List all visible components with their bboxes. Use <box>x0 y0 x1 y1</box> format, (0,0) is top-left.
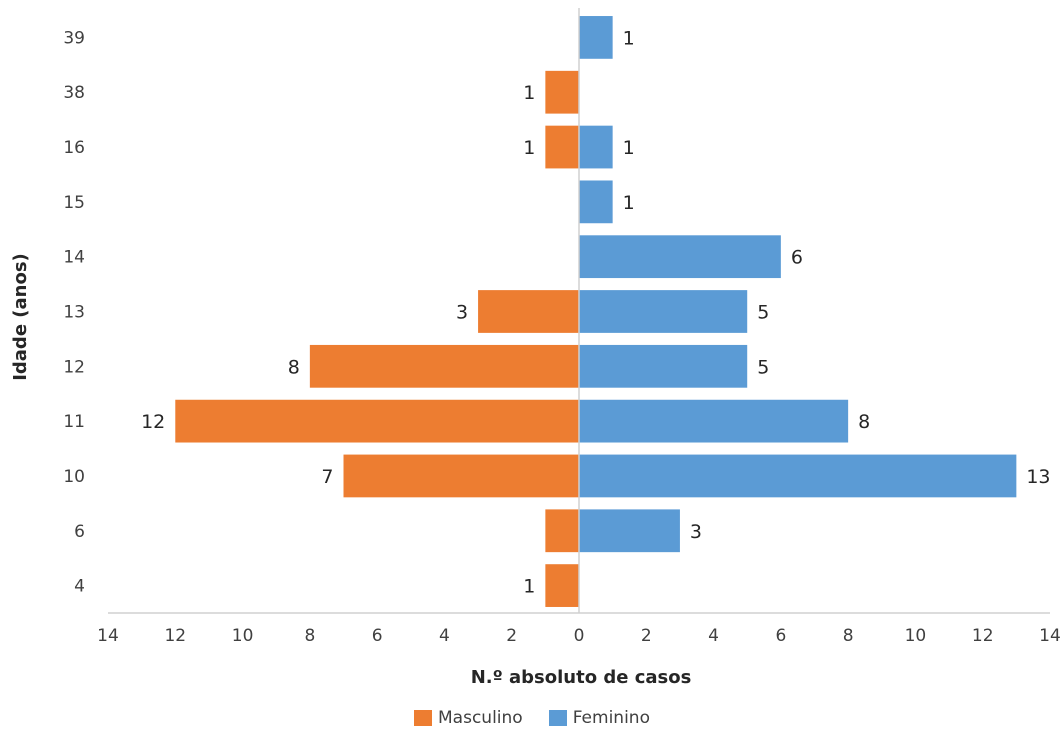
bar-feminino-11 <box>579 399 849 443</box>
data-label-masculino-10: 7 <box>321 466 333 488</box>
y-tick-labels: 4 6 10 11 12 13 14 15 16 38 39 <box>63 28 85 596</box>
x-tick-label: 4 <box>708 626 719 646</box>
bar-feminino-12 <box>579 344 748 388</box>
x-tick-label: 0 <box>574 626 585 646</box>
bar-masculino-10 <box>343 454 579 498</box>
x-tick-label: 10 <box>232 626 254 646</box>
legend-swatch-masculino <box>414 710 433 726</box>
bar-feminino-13 <box>579 290 748 333</box>
x-tick-label: 8 <box>304 626 315 646</box>
bars-layer <box>175 16 1017 607</box>
data-label-feminino-6: 3 <box>690 521 702 543</box>
data-label-feminino-10: 13 <box>1026 466 1050 488</box>
bar-masculino-4 <box>545 564 579 607</box>
y-tick-label: 39 <box>63 28 85 48</box>
y-axis-title: Idade (anos) <box>10 253 31 381</box>
data-label-masculino-4: 1 <box>523 576 535 598</box>
y-tick-label: 12 <box>63 357 85 377</box>
x-tick-label: 14 <box>97 626 119 646</box>
x-tick-label: 2 <box>506 626 517 646</box>
bar-feminino-15 <box>579 180 613 224</box>
bar-masculino-38 <box>545 70 579 114</box>
x-axis-title: N.º absoluto de casos <box>471 667 692 688</box>
data-label-masculino-11: 12 <box>141 411 165 433</box>
x-tick-label: 14 <box>1039 626 1061 646</box>
bar-feminino-14 <box>579 235 781 279</box>
y-tick-label: 16 <box>63 138 85 158</box>
x-tick-label: 12 <box>164 626 186 646</box>
legend-label-masculino: Masculino <box>438 708 523 728</box>
y-tick-label: 6 <box>74 522 85 542</box>
legend-swatch-feminino <box>548 710 567 726</box>
legend-item-feminino: Feminino <box>548 708 650 728</box>
y-tick-label: 15 <box>63 193 85 213</box>
data-label-feminino-39: 1 <box>623 27 635 49</box>
y-tick-label: 10 <box>63 467 85 487</box>
x-tick-label: 10 <box>905 626 927 646</box>
x-tick-label: 4 <box>439 626 450 646</box>
x-tick-label: 2 <box>641 626 652 646</box>
bar-masculino-6 <box>545 509 579 553</box>
x-tick-label: 8 <box>843 626 854 646</box>
bar-feminino-10 <box>579 454 1017 498</box>
legend-item-masculino: Masculino <box>414 708 523 728</box>
data-label-masculino-13: 3 <box>456 302 468 324</box>
data-label-feminino-15: 1 <box>623 192 635 214</box>
y-tick-label: 11 <box>63 412 85 432</box>
data-label-feminino-16: 1 <box>623 137 635 159</box>
data-label-feminino-14: 6 <box>791 247 803 269</box>
data-label-feminino-12: 5 <box>757 356 769 378</box>
data-label-masculino-16: 1 <box>523 137 535 159</box>
y-tick-label: 4 <box>74 577 85 597</box>
x-tick-label: 6 <box>372 626 383 646</box>
data-label-feminino-13: 5 <box>757 302 769 324</box>
x-tick-labels: 14 12 10 8 6 4 2 0 2 4 6 8 10 12 14 <box>97 626 1061 646</box>
data-label-masculino-38: 1 <box>523 82 535 104</box>
bar-feminino-6 <box>579 509 680 553</box>
data-label-feminino-11: 8 <box>858 411 870 433</box>
y-tick-label: 13 <box>63 303 85 323</box>
x-tick-label: 6 <box>775 626 786 646</box>
data-label-masculino-12: 8 <box>288 356 300 378</box>
legend: Masculino Feminino <box>0 708 1064 728</box>
y-tick-label: 38 <box>63 83 85 103</box>
bar-masculino-12 <box>309 344 579 388</box>
bar-masculino-11 <box>175 399 580 443</box>
bar-masculino-16 <box>545 125 579 169</box>
bar-masculino-13 <box>478 290 579 333</box>
legend-label-feminino: Feminino <box>572 708 650 728</box>
bar-feminino-16 <box>579 125 613 169</box>
y-tick-label: 14 <box>63 248 85 268</box>
bar-feminino-39 <box>579 16 613 59</box>
x-tick-label: 12 <box>972 626 994 646</box>
